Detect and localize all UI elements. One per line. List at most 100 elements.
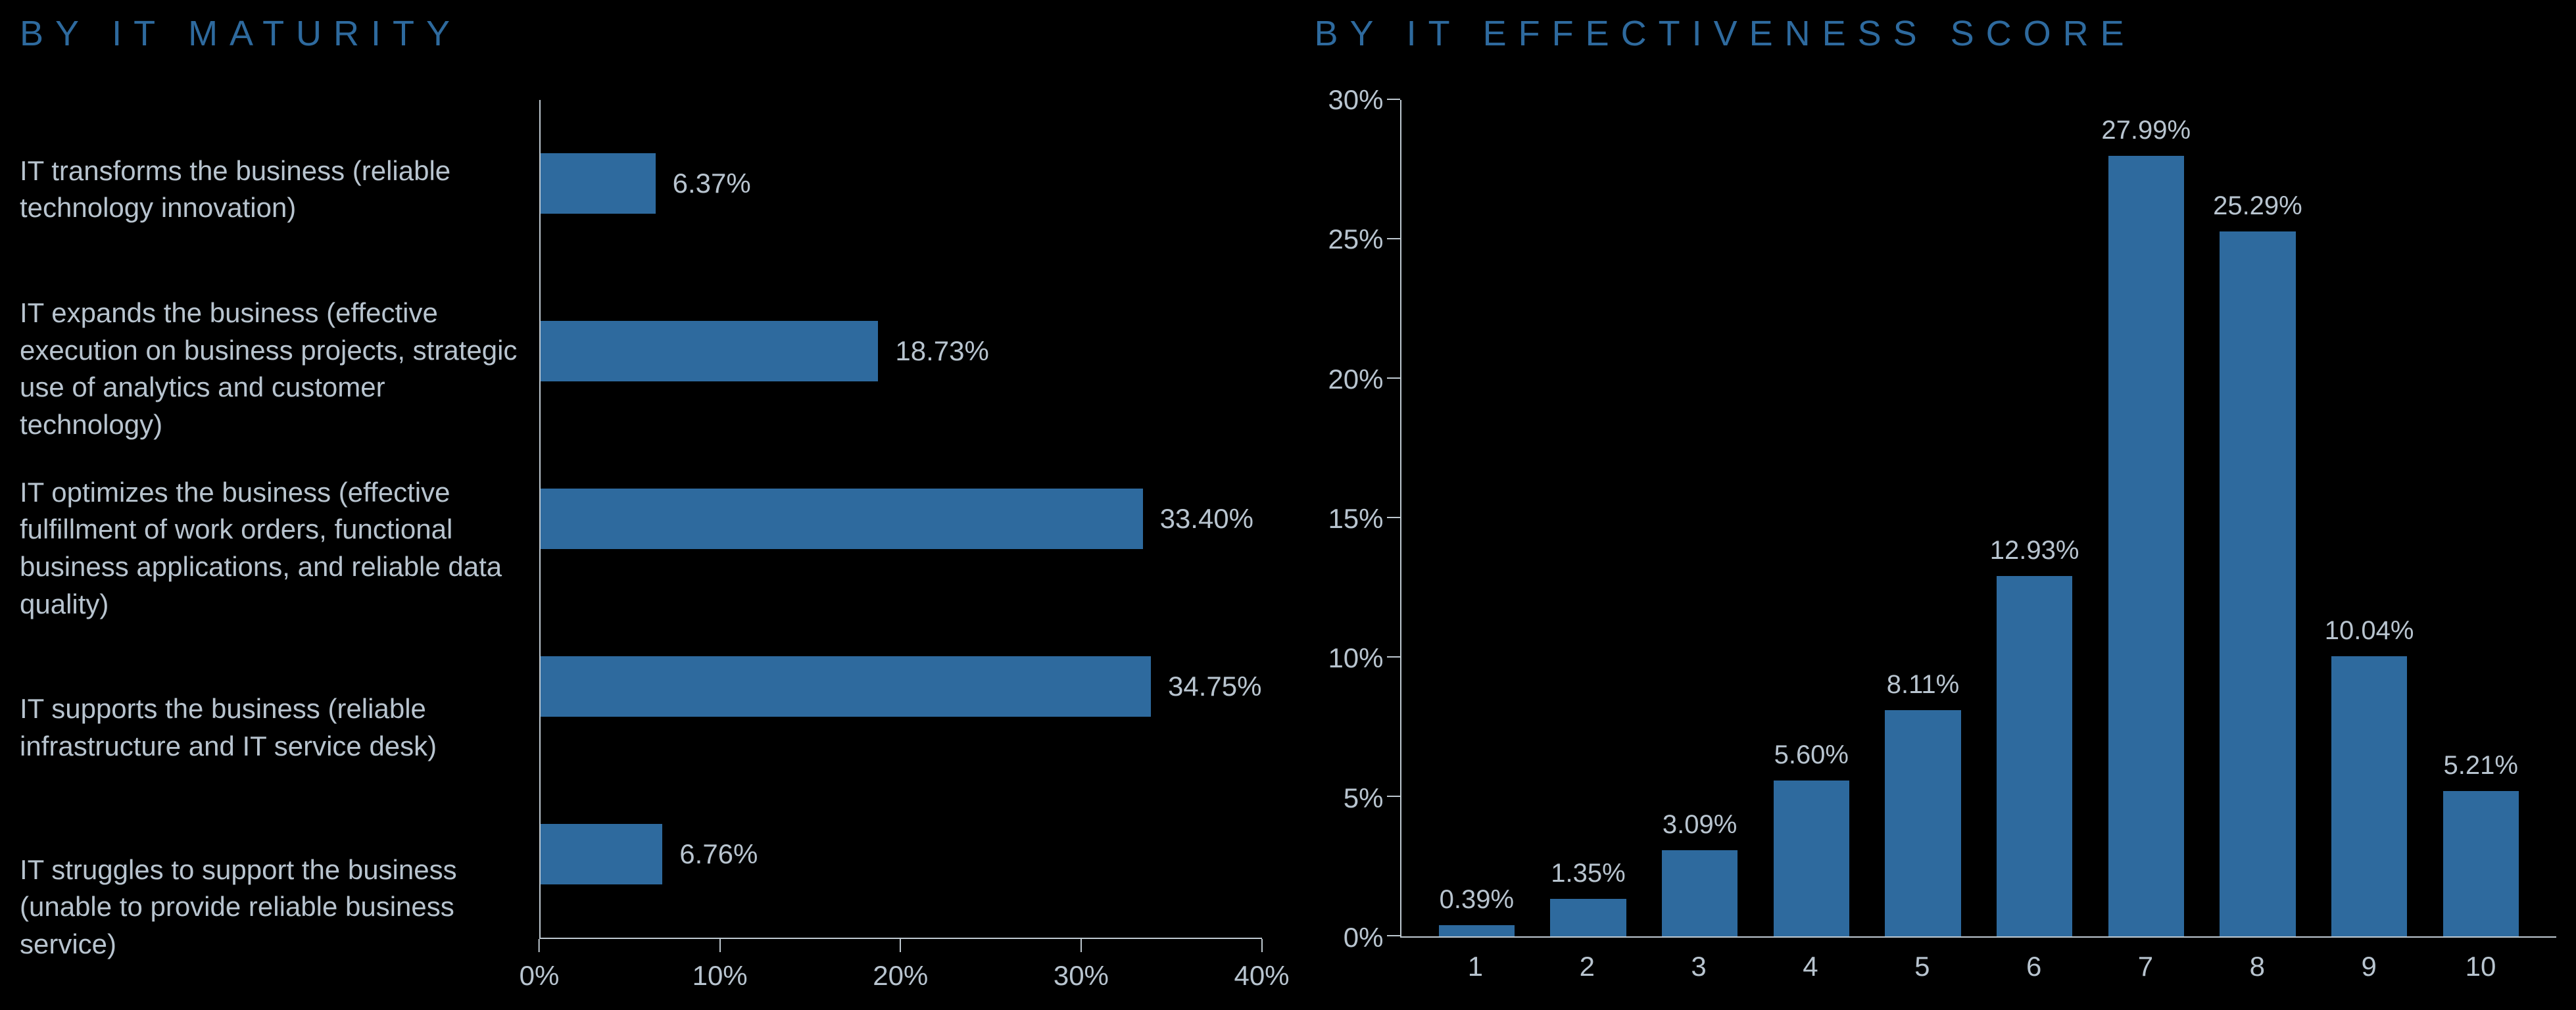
effectiveness-bar <box>1774 781 1849 936</box>
effectiveness-bar-value: 27.99% <box>2101 116 2191 145</box>
maturity-category-label: IT struggles to support the business (un… <box>20 817 526 997</box>
maturity-title: BY IT MATURITY <box>20 13 1262 54</box>
maturity-bar-row: 33.40% <box>541 435 1262 603</box>
maturity-x-tick: 0% <box>520 939 560 992</box>
effectiveness-bar-value: 10.04% <box>2325 616 2414 646</box>
effectiveness-bars-area: 0.39% 1.35% 3.09% 5.60% 8.11% 12.93% 27.99% 25.… <box>1400 100 2557 938</box>
effectiveness-bar-slot: 10.04% <box>2314 100 2425 936</box>
tick-mark <box>1387 656 1400 658</box>
effectiveness-bar-value: 3.09% <box>1663 810 1737 840</box>
maturity-category-label-text: IT optimizes the business (effective ful… <box>20 474 526 623</box>
effectiveness-x-tick-label: 5 <box>1866 938 1978 997</box>
maturity-x-tick: 10% <box>693 939 748 992</box>
effectiveness-x-tick-label: 6 <box>1978 938 2090 997</box>
maturity-plot: 6.37%18.73%33.40%34.75%6.76% 0%10%20%30%… <box>539 100 1262 997</box>
maturity-category-label-text: IT transforms the business (reliable tec… <box>20 153 526 227</box>
effectiveness-plot: 0.39%1.35%3.09%5.60%8.11%12.93%27.99%25.… <box>1400 100 2557 997</box>
tick-mark <box>539 939 540 952</box>
maturity-bar <box>541 321 878 381</box>
tick-mark <box>1387 377 1400 379</box>
effectiveness-x-tick-label: 7 <box>2090 938 2202 997</box>
maturity-category-label: IT expands the business (effective execu… <box>20 279 526 459</box>
maturity-x-tick-label: 0% <box>520 960 560 992</box>
maturity-category-label: IT optimizes the business (effective ful… <box>20 459 526 638</box>
effectiveness-y-tick-label: 0% <box>1344 922 1384 953</box>
effectiveness-x-tick-label: 3 <box>1643 938 1755 997</box>
effectiveness-bar-value: 8.11% <box>1887 670 1959 700</box>
effectiveness-bar <box>1550 899 1626 936</box>
effectiveness-bar <box>1997 576 2072 936</box>
effectiveness-bar-slot: 3.09% <box>1644 100 1756 936</box>
maturity-x-tick-label: 10% <box>693 960 748 992</box>
effectiveness-x-tick-label: 2 <box>1531 938 1643 997</box>
maturity-bar-value: 18.73% <box>895 335 988 367</box>
effectiveness-panel: BY IT EFFECTIVENESS SCORE 0% 5% 10% 15% 20% 2… <box>1315 13 2557 997</box>
effectiveness-x-tick-label: 9 <box>2313 938 2425 997</box>
maturity-bar-value: 33.40% <box>1160 503 1253 535</box>
effectiveness-bar-slot: 0.39% <box>1421 100 1533 936</box>
effectiveness-bar <box>1885 710 1960 936</box>
maturity-category-label-text: IT supports the business (reliable infra… <box>20 690 526 765</box>
effectiveness-x-tick-label: 1 <box>1420 938 1532 997</box>
effectiveness-y-tick-label: 30% <box>1328 84 1383 116</box>
maturity-category-label: IT transforms the business (reliable tec… <box>20 100 526 279</box>
maturity-x-axis: 0%10%20%30%40% <box>539 938 1262 997</box>
effectiveness-bar-slot: 5.21% <box>2425 100 2537 936</box>
maturity-bar-row: 34.75% <box>541 602 1262 770</box>
effectiveness-x-tick-label: 10 <box>2425 938 2537 997</box>
maturity-y-labels: IT transforms the business (reliable tec… <box>20 100 539 997</box>
maturity-bars-area: 6.37% 18.73% 33.40% 34.75% 6.76% <box>539 100 1262 938</box>
effectiveness-chart: 0%5%10%15%20%25%30% 0.39%1.35%3.09%5.60%… <box>1315 100 2557 997</box>
effectiveness-bar-value: 12.93% <box>1990 536 2079 565</box>
effectiveness-bar-value: 0.39% <box>1440 885 1514 915</box>
effectiveness-x-axis: 12345678910 <box>1400 938 2557 997</box>
effectiveness-y-tick-label: 10% <box>1328 642 1383 674</box>
effectiveness-bar-slot: 25.29% <box>2202 100 2314 936</box>
maturity-x-tick: 30% <box>1054 939 1109 992</box>
maturity-category-label: IT supports the business (reliable infra… <box>20 638 526 817</box>
tick-mark <box>1387 238 1400 239</box>
tick-mark <box>1081 939 1082 952</box>
effectiveness-y-tick-label: 5% <box>1344 782 1384 814</box>
effectiveness-bar-value: 1.35% <box>1551 859 1625 888</box>
tick-mark <box>900 939 901 952</box>
tick-mark <box>1261 939 1263 952</box>
effectiveness-y-tick-label: 20% <box>1328 364 1383 395</box>
maturity-bar <box>541 489 1143 549</box>
tick-mark <box>719 939 721 952</box>
effectiveness-y-tick-label: 25% <box>1328 224 1383 255</box>
effectiveness-bar-value: 25.29% <box>2213 191 2302 221</box>
effectiveness-bar-slot: 8.11% <box>1867 100 1979 936</box>
tick-mark <box>1387 935 1400 936</box>
effectiveness-bar <box>1662 850 1738 936</box>
maturity-x-tick-label: 30% <box>1054 960 1109 992</box>
maturity-bar-row: 6.76% <box>541 770 1262 938</box>
maturity-x-tick: 20% <box>873 939 928 992</box>
maturity-bar-row: 18.73% <box>541 268 1262 435</box>
effectiveness-y-tick-label: 15% <box>1328 503 1383 535</box>
maturity-bar-value: 6.37% <box>673 168 751 199</box>
effectiveness-title: BY IT EFFECTIVENESS SCORE <box>1315 13 2557 54</box>
effectiveness-bar-slot: 12.93% <box>1979 100 2091 936</box>
effectiveness-x-tick-label: 8 <box>2201 938 2313 997</box>
maturity-bar-row: 6.37% <box>541 100 1262 268</box>
effectiveness-bar-value: 5.60% <box>1774 740 1849 770</box>
maturity-chart: IT transforms the business (reliable tec… <box>20 100 1262 997</box>
tick-mark <box>1387 796 1400 797</box>
maturity-bar-value: 34.75% <box>1168 671 1261 702</box>
tick-mark <box>1387 517 1400 518</box>
maturity-category-label-text: IT struggles to support the business (un… <box>20 852 526 963</box>
effectiveness-bar <box>2443 791 2519 936</box>
effectiveness-bar-slot: 5.60% <box>1755 100 1867 936</box>
effectiveness-bar <box>2108 156 2184 936</box>
effectiveness-bar <box>2331 656 2407 936</box>
maturity-panel: BY IT MATURITY IT transforms the busines… <box>20 13 1262 997</box>
maturity-bar <box>541 656 1151 717</box>
maturity-bar <box>541 824 662 884</box>
effectiveness-bar <box>2220 231 2295 936</box>
maturity-bar-value: 6.76% <box>679 838 758 870</box>
effectiveness-y-axis: 0%5%10%15%20%25%30% <box>1315 100 1400 997</box>
maturity-x-tick: 40% <box>1234 939 1289 992</box>
charts-container: BY IT MATURITY IT transforms the busines… <box>20 13 2556 997</box>
effectiveness-bar-slot: 27.99% <box>2090 100 2202 936</box>
